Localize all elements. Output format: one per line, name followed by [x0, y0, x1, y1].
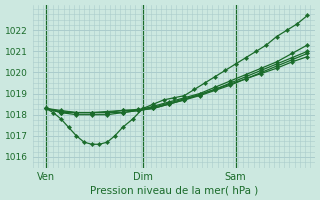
- X-axis label: Pression niveau de la mer( hPa ): Pression niveau de la mer( hPa ): [90, 185, 258, 195]
